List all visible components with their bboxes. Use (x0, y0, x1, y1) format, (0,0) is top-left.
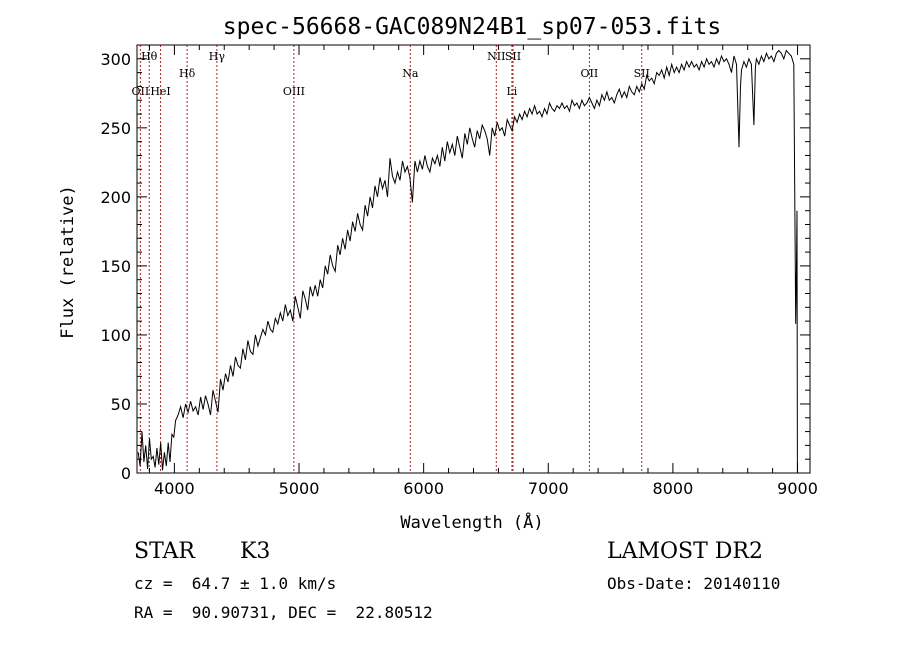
spectral-line-label-6: Na (402, 67, 419, 80)
x-tick-label: 4000 (154, 479, 195, 498)
object-subclass: K3 (240, 539, 271, 564)
y-tick-label: 50 (111, 395, 131, 414)
spectral-line-label-9: Li (506, 85, 517, 98)
x-tick-label: 8000 (653, 479, 694, 498)
spectral-line-label-11: SII (634, 67, 650, 80)
spectral-line-label-5: OIII (283, 85, 305, 98)
y-tick-label: 250 (100, 119, 131, 138)
y-tick-label: 0 (121, 464, 131, 483)
spectral-line-label-3: Hδ (179, 67, 196, 80)
coordinates: RA = 90.90731, DEC = 22.80512 (134, 603, 433, 622)
axis-ticks: 4000 5000 6000 7000 8000 9000 0 50 100 150 200 250 3… (100, 45, 818, 498)
y-tick-label: 300 (100, 50, 131, 69)
chart-title: spec-56668-GAC089N24B1_sp07-053.fits (223, 14, 722, 40)
obs-date: Obs-Date: 20140110 (607, 574, 781, 593)
spectral-line-label-1: OII (132, 85, 150, 98)
spectral-line-label-2: HeI (150, 85, 170, 98)
redshift-value: cz = 64.7 ± 1.0 km/s (134, 574, 337, 593)
spectral-line-label-8: SII (505, 50, 521, 63)
spectrum-line (137, 49, 798, 474)
spectral-line-label-4: Hγ (209, 50, 226, 63)
x-tick-label: 6000 (403, 479, 444, 498)
y-axis-label: Flux (relative) (58, 185, 78, 339)
x-tick-label: 5000 (279, 479, 320, 498)
x-tick-label: 7000 (528, 479, 569, 498)
survey-name: LAMOST DR2 (607, 539, 763, 564)
spectral-line-label-10: OII (581, 67, 599, 80)
y-tick-label: 100 (100, 326, 131, 345)
x-tick-label: 9000 (777, 479, 818, 498)
y-tick-label: 150 (100, 257, 131, 276)
y-tick-label: 200 (100, 188, 131, 207)
object-class: STAR (134, 539, 195, 564)
spectrum-series (137, 49, 798, 474)
spectral-line-label-7: NII (487, 50, 505, 63)
spectral-line-label-0: Hθ (141, 50, 158, 63)
plot-frame (136, 44, 811, 474)
x-axis-label: Wavelength (Å) (400, 511, 543, 533)
